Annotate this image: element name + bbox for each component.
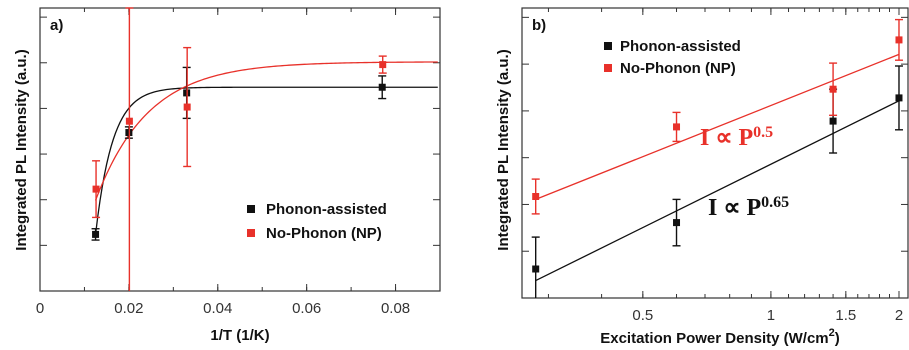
data-point-np xyxy=(92,185,100,193)
x-tick-label: 0.5 xyxy=(632,307,653,324)
panel-a-label: a) xyxy=(50,17,63,34)
data-point-np xyxy=(829,85,837,93)
panel-a-legend-np: No-Phonon (NP) xyxy=(266,225,382,242)
panel-a-legend: Phonon-assisted No-Phonon (NP) xyxy=(247,201,387,242)
panel-b-points xyxy=(531,18,903,298)
panel-b-label: b) xyxy=(532,17,546,34)
x-tick-label: 1.5 xyxy=(835,307,856,324)
panel-a: a) 0 0.02 0.04 0.06 0.08 1/T (1/K) Integrate… xyxy=(13,7,441,344)
data-point-np xyxy=(125,117,133,125)
panel-a-x-axis-label: 1/T (1/K) xyxy=(210,327,269,344)
fit-line-phonon xyxy=(535,100,900,282)
panel-b-legend-phonon: Phonon-assisted xyxy=(620,38,741,55)
panel-b-legend-marker-phonon xyxy=(604,42,612,50)
annotation-np-power-law: I ∝ P0.5 xyxy=(700,124,773,151)
data-point-phonon xyxy=(895,94,903,102)
data-point-phonon xyxy=(673,219,681,227)
panel-b-legend-marker-np xyxy=(604,64,612,72)
panel-a-legend-marker-np xyxy=(247,229,255,237)
panel-b-x-ticks: 0.5 1 1.5 2 xyxy=(547,8,903,324)
data-point-phonon xyxy=(829,117,837,125)
panel-a-points xyxy=(91,7,387,291)
data-point-phonon xyxy=(92,230,100,238)
panel-a-frame xyxy=(39,7,441,292)
fit-line-np xyxy=(535,53,900,201)
panel-b: b) 0.5 1 1.5 2 Excitation Power Density (W/… xyxy=(495,7,909,347)
panel-b-x-axis-label: Excitation Power Density (W/cm2) xyxy=(600,327,840,347)
data-point-np xyxy=(673,123,681,131)
data-point-np xyxy=(895,36,903,44)
panel-b-y-ticks xyxy=(522,16,908,299)
annotation-phonon-power-law: I ∝ P0.65 xyxy=(708,194,789,221)
panel-b-frame xyxy=(521,7,909,299)
fit-line-np xyxy=(94,61,438,201)
panel-b-fits xyxy=(535,53,900,282)
data-point-np xyxy=(183,103,191,111)
data-point-np xyxy=(532,193,540,200)
panel-b-legend: Phonon-assisted No-Phonon (NP) xyxy=(604,38,741,77)
panel-a-legend-marker-phonon xyxy=(247,205,255,213)
panel-a-y-ticks xyxy=(40,16,440,292)
data-point-np xyxy=(379,61,387,69)
x-tick-label: 0.02 xyxy=(114,300,143,317)
panel-a-y-axis-label: Integrated PL Intensity (a.u.) xyxy=(13,49,30,250)
panel-b-legend-np: No-Phonon (NP) xyxy=(620,60,736,77)
data-point-phonon xyxy=(532,265,540,273)
x-tick-label: 1 xyxy=(767,307,775,324)
x-tick-label: 0 xyxy=(36,300,44,317)
panel-a-legend-phonon: Phonon-assisted xyxy=(266,201,387,218)
x-tick-label: 2 xyxy=(895,307,903,324)
x-tick-label: 0.06 xyxy=(292,300,321,317)
panel-b-y-axis-label: Integrated PL Intensity (a.u.) xyxy=(495,49,512,250)
data-point-phonon xyxy=(378,83,386,91)
x-tick-label: 0.04 xyxy=(203,300,232,317)
x-tick-label: 0.08 xyxy=(381,300,410,317)
